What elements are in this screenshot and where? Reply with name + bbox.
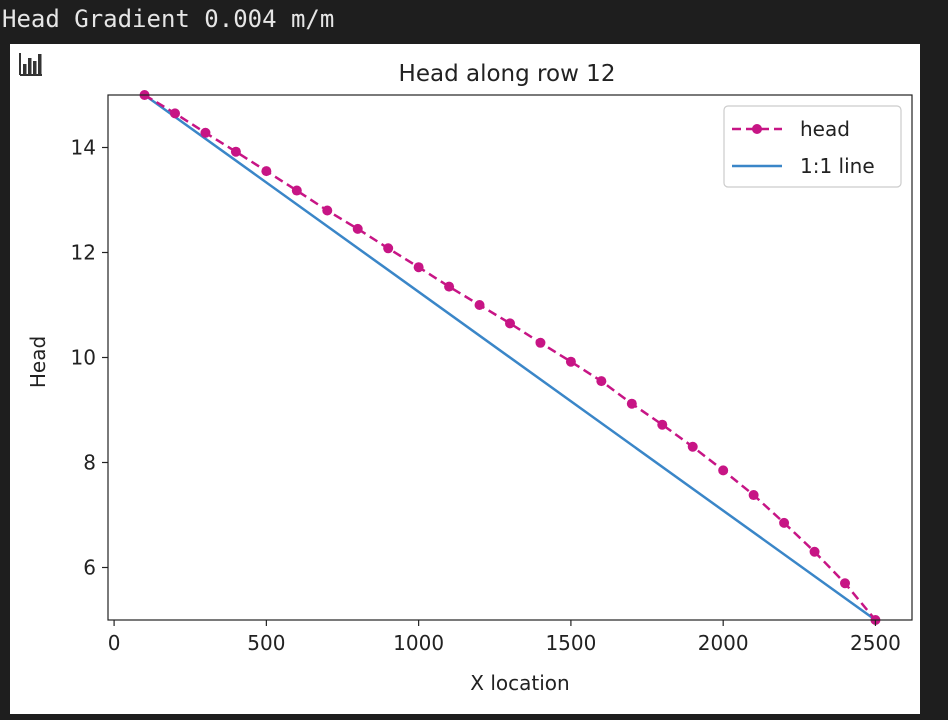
head-point [474, 300, 485, 310]
head-point [626, 398, 637, 409]
head-point [840, 578, 850, 589]
head-point [748, 490, 759, 501]
figure: Head along row 12 Head X location 0 500 10… [10, 44, 920, 714]
head-point [322, 205, 333, 216]
x-tick-label: 500 [247, 631, 285, 655]
legend: head 1:1 line [723, 105, 902, 188]
head-point [657, 419, 668, 430]
x-tick-label: 1000 [393, 631, 444, 655]
head-point [230, 146, 241, 157]
head-point [687, 441, 698, 452]
head-point [200, 127, 211, 138]
legend-one-to-one-label: 1:1 line [800, 154, 875, 178]
x-axis-label: X location [470, 671, 569, 695]
head-point [565, 356, 576, 367]
head-point [261, 166, 272, 177]
x-tick-label: 1500 [545, 631, 596, 655]
x-tick-label: 0 [108, 631, 121, 655]
legend-head-label: head [800, 117, 850, 141]
y-tick-label: 8 [83, 451, 96, 475]
bar-chart-icon[interactable] [17, 50, 45, 78]
chart-title: Head along row 12 [399, 61, 616, 87]
series-one-to-one-line [143, 95, 877, 620]
head-point [718, 465, 729, 476]
x-tick-label: 2500 [850, 631, 901, 655]
legend-head-marker [752, 124, 762, 134]
head-point [413, 262, 424, 273]
head-point [352, 223, 363, 234]
x-tick-label: 2000 [698, 631, 749, 655]
head-point [383, 243, 394, 254]
head-point [535, 337, 546, 348]
y-tick-label: 10 [71, 346, 96, 370]
head-point [170, 108, 180, 119]
y-tick-label: 14 [71, 136, 96, 160]
y-tick-label: 12 [71, 241, 96, 265]
y-tick-label: 6 [83, 556, 96, 580]
y-axis-label: Head [26, 336, 50, 388]
head-point [505, 318, 515, 329]
head-point [444, 281, 455, 292]
head-point [291, 185, 302, 196]
head-point [809, 546, 820, 557]
head-chart: Head along row 12 Head X location 0 500 10… [26, 61, 913, 695]
output-text: Head Gradient 0.004 m/m [2, 5, 335, 33]
head-point [596, 376, 607, 387]
head-point [779, 517, 790, 528]
